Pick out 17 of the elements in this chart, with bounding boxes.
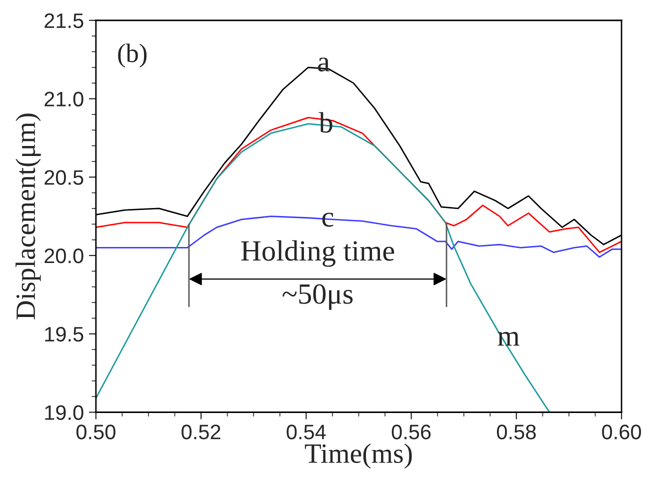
y-tick-label: 20.0 bbox=[44, 248, 84, 264]
y-tick-label: 21.5 bbox=[44, 13, 84, 28]
x-tick-label: 0.54 bbox=[286, 424, 326, 440]
annotation: Holding time bbox=[241, 240, 394, 267]
y-tick-label: 20.5 bbox=[44, 170, 84, 185]
y-tick-label: 19.0 bbox=[45, 405, 84, 420]
y-tick-label: 19.5 bbox=[45, 326, 84, 342]
annotation: (b) bbox=[118, 44, 147, 68]
y-axis-title: Displacement(μm) bbox=[16, 114, 41, 320]
x-axis-title: Time(ms) bbox=[304, 443, 412, 469]
x-tick-label: 0.56 bbox=[392, 424, 431, 440]
x-tick-label: 0.52 bbox=[182, 424, 220, 440]
annotation: ~50μs bbox=[282, 284, 353, 310]
x-tick-label: 0.60 bbox=[602, 424, 641, 440]
y-tick-label: 21.0 bbox=[44, 92, 84, 106]
x-tick-label: 0.50 bbox=[76, 424, 116, 440]
x-tick-label: 0.58 bbox=[496, 424, 536, 440]
